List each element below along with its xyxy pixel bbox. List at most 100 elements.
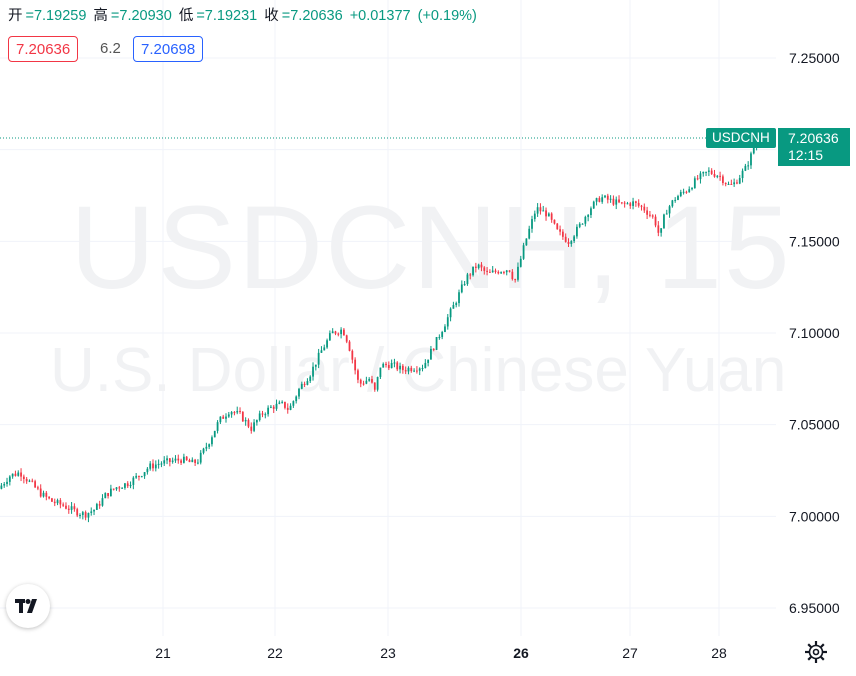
candle-body — [37, 487, 39, 489]
candle-body — [693, 178, 696, 189]
candle-body — [671, 200, 674, 207]
candle-body — [730, 183, 733, 185]
candle-body — [118, 487, 121, 489]
candle-body — [531, 219, 533, 229]
candle-body — [163, 460, 166, 464]
gear-icon[interactable] — [804, 640, 828, 664]
candle-body — [750, 153, 752, 166]
candle-body — [736, 182, 738, 184]
candle-body — [432, 348, 435, 350]
candle-body — [578, 223, 581, 227]
candle-body — [95, 504, 98, 510]
candle-body — [255, 420, 258, 423]
candle-body — [699, 173, 702, 180]
tradingview-logo-icon[interactable] — [6, 584, 50, 628]
candle-body — [267, 407, 270, 415]
candle-body — [168, 458, 171, 462]
candle-body — [460, 284, 463, 293]
candle-body — [258, 413, 261, 421]
candle-body — [427, 359, 430, 363]
bid-price-box[interactable]: 7.20636 — [8, 36, 79, 62]
candle-body — [53, 501, 56, 504]
last-price-tag: 7.20636 12:15 — [778, 128, 850, 166]
candle-body — [317, 352, 320, 365]
ohlc-legend: 开 =7.19259 高 =7.20930 低 =7.19231 收 =7.20636 … — [8, 4, 480, 25]
candle-body — [556, 223, 559, 230]
candle-body — [519, 258, 522, 267]
y-tick-label: 6.95000 — [789, 600, 840, 616]
candle-body — [65, 505, 67, 509]
candle-body — [677, 196, 679, 200]
candle-body — [59, 500, 62, 505]
candle-body — [289, 405, 292, 410]
candle-body — [623, 202, 626, 204]
candle-body — [514, 279, 517, 281]
candle-body — [213, 430, 216, 438]
candle-body — [553, 219, 556, 224]
candle-body — [601, 197, 604, 202]
candle-body — [272, 406, 275, 409]
last-price-value: 7.20636 — [788, 130, 839, 146]
candle-body — [413, 370, 415, 372]
candle-body — [379, 367, 382, 377]
candle-body — [654, 216, 657, 226]
candle-body — [309, 376, 312, 382]
candle-body — [357, 370, 359, 380]
candle-body — [191, 459, 194, 463]
candle-body — [140, 476, 143, 478]
candle-body — [733, 182, 736, 185]
candle-body — [323, 347, 326, 351]
candle-body — [536, 207, 539, 214]
candle-body — [576, 226, 578, 237]
candle-body — [70, 506, 73, 510]
candle-body — [724, 182, 727, 185]
candle-body — [609, 198, 612, 200]
candle-body — [115, 487, 118, 490]
time-axis[interactable]: 21 22 23 26 27 28 — [155, 645, 727, 661]
candle-body — [286, 407, 289, 410]
candle-body — [528, 228, 531, 239]
ask-price-box[interactable]: 7.20698 — [133, 36, 204, 62]
candle-body — [657, 225, 660, 233]
candle-body — [354, 359, 357, 371]
candle-body — [149, 463, 152, 469]
candle-body — [8, 476, 11, 482]
candle-body — [188, 460, 191, 463]
candle-body — [547, 213, 550, 217]
candle-body — [488, 271, 491, 273]
candle-body — [177, 458, 180, 461]
candle-body — [51, 498, 53, 502]
candle-body — [637, 202, 640, 206]
candle-body — [25, 478, 28, 482]
candle-body — [455, 303, 458, 306]
candle-body — [185, 456, 188, 461]
candle-body — [505, 270, 508, 273]
high-label: 高 — [93, 8, 108, 24]
candle-body — [570, 241, 573, 244]
candle-body — [98, 504, 101, 506]
candle-body — [365, 380, 368, 384]
candle-body — [239, 410, 241, 412]
price-axis[interactable]: 7.250007.200007.150007.100007.050007.000… — [789, 50, 840, 616]
candle-body — [3, 484, 6, 486]
low-value: =7.19231 — [196, 8, 258, 24]
candle-body — [182, 456, 185, 463]
candle-body — [668, 206, 671, 214]
candle-body — [707, 170, 710, 172]
candle-body — [199, 452, 202, 463]
x-tick-label: 27 — [622, 645, 638, 661]
change-percent: (+0.19%) — [417, 8, 477, 24]
candle-body — [511, 271, 514, 280]
candle-body — [138, 475, 140, 477]
candle-body — [225, 416, 227, 419]
candle-body — [390, 362, 393, 369]
candle-body — [581, 223, 584, 225]
candle-body — [525, 238, 528, 246]
candle-body — [197, 462, 199, 464]
candle-body — [0, 485, 3, 489]
candle-body — [124, 483, 126, 488]
candle-body — [438, 336, 441, 338]
candle-body — [22, 476, 25, 479]
